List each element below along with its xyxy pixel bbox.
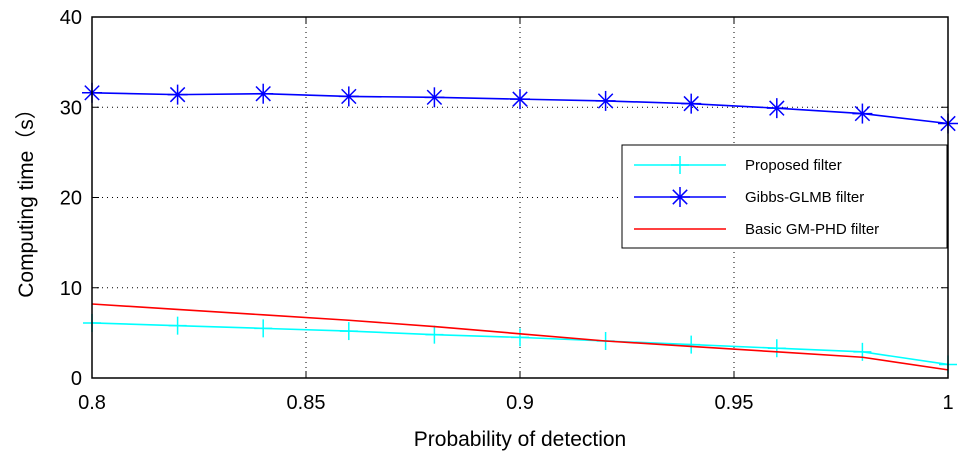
legend-item-basic-gm-phd-filter: Basic GM-PHD filter	[634, 221, 879, 238]
y-tick-label: 20	[60, 188, 82, 210]
data-point	[767, 339, 786, 358]
legend-items: Proposed filter Gibbs-GLMB filter Basic GM…	[634, 156, 879, 238]
legend-item-gibbs-glmb-filter: Gibbs-GLMB filter	[634, 187, 864, 207]
data-point	[766, 98, 787, 119]
y-axis-title: Computing time（s）	[15, 98, 38, 298]
x-axis-title: Probability of detection	[414, 428, 626, 451]
x-tick-label: 0.9	[506, 392, 534, 414]
series-basic-gm-phd-filter	[91, 303, 949, 371]
data-point	[511, 328, 529, 347]
x-tick-label: 0.95	[715, 392, 754, 414]
legend-marker	[671, 156, 689, 174]
data-point	[852, 103, 873, 124]
legend: Proposed filter Gibbs-GLMB filter Basic GM…	[621, 144, 948, 249]
data-point	[681, 93, 702, 114]
data-point	[425, 325, 444, 344]
x-tick-label: 0.85	[287, 392, 326, 414]
y-tick-label: 30	[60, 97, 82, 119]
legend-label: Proposed filter	[745, 157, 842, 174]
data-point	[254, 319, 273, 338]
data-point	[339, 322, 358, 341]
y-tick-label: 10	[60, 278, 82, 300]
data-point	[424, 87, 445, 108]
series-proposed-filter	[83, 313, 957, 374]
series-gibbs-glmb-filter	[82, 82, 958, 134]
data-point	[167, 84, 188, 105]
data-point	[595, 90, 616, 111]
y-tick-label: 0	[71, 368, 82, 390]
data-point	[253, 83, 274, 104]
series-line	[91, 303, 949, 371]
legend-marker	[670, 187, 690, 207]
legend-label: Basic GM-PHD filter	[745, 221, 879, 238]
series-layer	[82, 82, 958, 374]
x-tick-label: 0.8	[78, 392, 106, 414]
y-tick-label: 40	[60, 7, 82, 29]
data-point	[510, 89, 530, 110]
legend-item-proposed-filter: Proposed filter	[634, 156, 842, 174]
legend-label: Gibbs-GLMB filter	[745, 189, 864, 206]
data-point	[168, 316, 187, 335]
data-point	[682, 335, 701, 354]
x-tick-label: 1	[942, 392, 953, 414]
data-point	[338, 86, 359, 107]
